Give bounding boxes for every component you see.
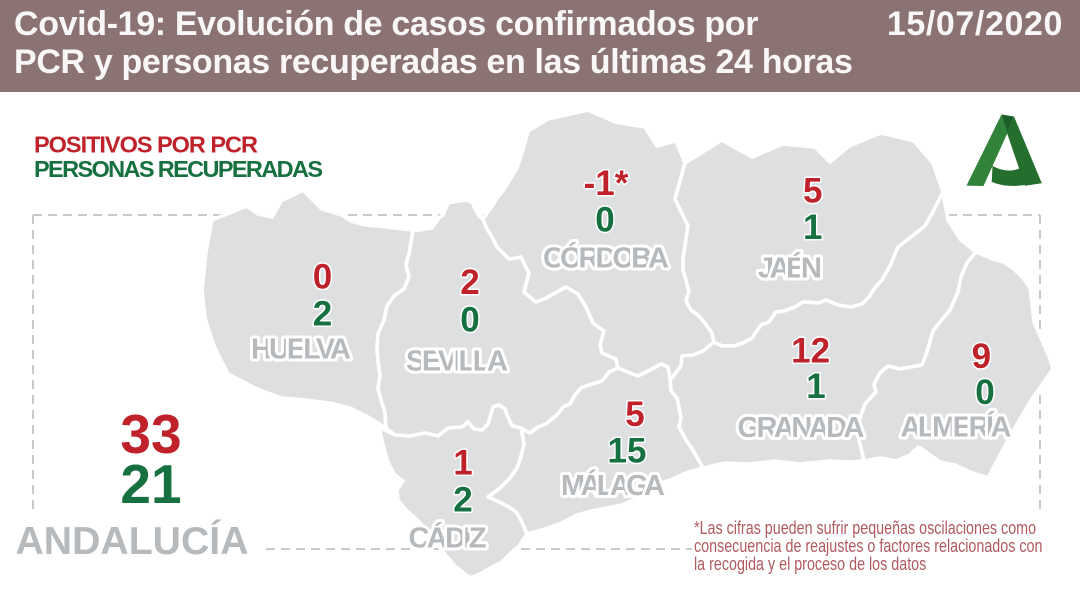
svg-text:ALMERÍA: ALMERÍA: [901, 409, 1012, 443]
svg-text:POSITIVOS POR PCR: POSITIVOS POR PCR: [34, 132, 258, 158]
svg-text:12: 12: [791, 332, 830, 371]
svg-text:1: 1: [806, 367, 825, 406]
svg-text:15: 15: [608, 432, 647, 471]
svg-text:1: 1: [453, 444, 472, 483]
svg-text:CÁDIZ: CÁDIZ: [409, 520, 487, 554]
svg-text:GRANADA: GRANADA: [738, 412, 865, 444]
svg-text:21: 21: [120, 453, 181, 515]
svg-text:CÓRDOBA: CÓRDOBA: [543, 240, 669, 274]
svg-text:5: 5: [803, 172, 822, 211]
svg-text:9: 9: [972, 337, 991, 376]
svg-text:2: 2: [313, 295, 332, 334]
svg-text:2: 2: [460, 263, 479, 302]
svg-text:-1*: -1*: [584, 164, 629, 203]
svg-text:SEVILLA: SEVILLA: [406, 346, 508, 378]
svg-text:PERSONAS RECUPERADAS: PERSONAS RECUPERADAS: [34, 156, 323, 182]
svg-text:5: 5: [625, 395, 644, 434]
svg-text:33: 33: [120, 403, 181, 465]
svg-text:MÁLAGA: MÁLAGA: [561, 468, 665, 502]
svg-text:2: 2: [453, 481, 472, 520]
svg-text:0: 0: [975, 373, 994, 412]
svg-text:0: 0: [595, 201, 614, 240]
svg-text:0: 0: [460, 301, 479, 340]
svg-text:ANDALUCÍA: ANDALUCÍA: [16, 519, 249, 563]
svg-text:JAÉN: JAÉN: [758, 251, 822, 285]
svg-text:1: 1: [803, 208, 822, 247]
svg-text:HUELVA: HUELVA: [251, 334, 351, 366]
svg-text:0: 0: [313, 257, 332, 296]
